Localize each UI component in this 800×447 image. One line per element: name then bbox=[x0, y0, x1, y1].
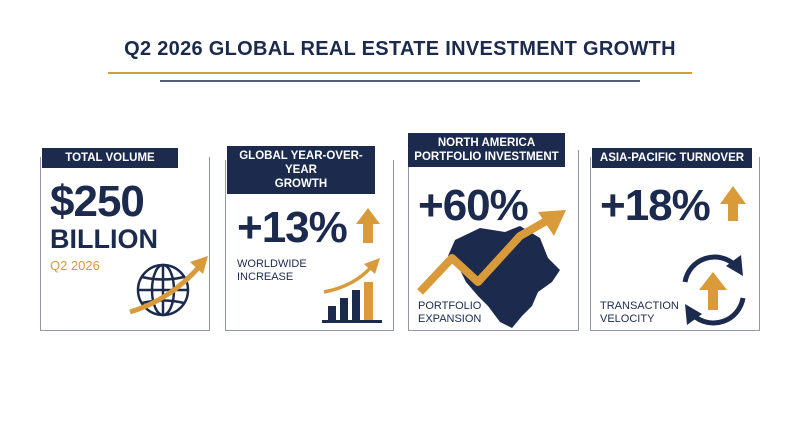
caption-line: EXPANSION bbox=[418, 313, 482, 325]
label-line: GLOBAL YEAR-OVER-YEAR bbox=[239, 150, 363, 176]
card-value: +18% bbox=[600, 181, 711, 230]
bar-icon bbox=[322, 290, 382, 323]
title: Q2 2026 GLOBAL REAL ESTATE INVESTMENT GR… bbox=[124, 38, 676, 60]
label-line: PORTFOLIO INVESTMENT bbox=[414, 151, 559, 163]
card-label: GLOBAL YEAR-OVER-YEAR GROWTH bbox=[227, 146, 375, 194]
card-caption: WORLDWIDE INCREASE bbox=[237, 258, 307, 284]
caption-line: PORTFOLIO bbox=[418, 300, 482, 312]
swoosh bbox=[129, 264, 202, 315]
card-label: ASIA-PACIFIC TURNOVER bbox=[592, 148, 752, 168]
up-arrow bbox=[699, 272, 727, 310]
card-value: +60% bbox=[418, 181, 529, 230]
card-caption: PORTFOLIO EXPANSION bbox=[418, 300, 481, 326]
caption-line: INCREASE bbox=[237, 271, 294, 283]
caption-line: WORLDWIDE bbox=[237, 258, 307, 270]
card-label: NORTH AMERICA PORTFOLIO INVESTMENT bbox=[408, 133, 565, 167]
arrow-head bbox=[538, 210, 566, 236]
card-value: $250 bbox=[50, 177, 145, 226]
caption-line: VELOCITY bbox=[600, 313, 655, 325]
zigzag bbox=[417, 216, 550, 295]
arrow-head bbox=[726, 255, 743, 276]
label-line: GROWTH bbox=[274, 178, 328, 190]
card bbox=[590, 157, 760, 331]
cycle-icon bbox=[682, 254, 746, 326]
up-arrow bbox=[356, 208, 380, 243]
up-arrow bbox=[720, 186, 746, 221]
card-label: TOTAL VOLUME bbox=[42, 148, 178, 168]
arrow-head bbox=[190, 256, 208, 274]
map bbox=[448, 226, 560, 328]
trend bbox=[323, 264, 374, 294]
bar-accent bbox=[364, 282, 373, 320]
card-value: +13% bbox=[237, 203, 348, 252]
arrow-head bbox=[364, 258, 380, 274]
label-line: NORTH AMERICA bbox=[437, 137, 536, 149]
card-note: Q2 2026 bbox=[50, 258, 100, 273]
card-unit: BILLION bbox=[50, 224, 158, 254]
card-caption: TRANSACTION VELOCITY bbox=[600, 300, 679, 326]
caption-line: TRANSACTION bbox=[600, 300, 679, 312]
arrow-head bbox=[685, 304, 702, 325]
